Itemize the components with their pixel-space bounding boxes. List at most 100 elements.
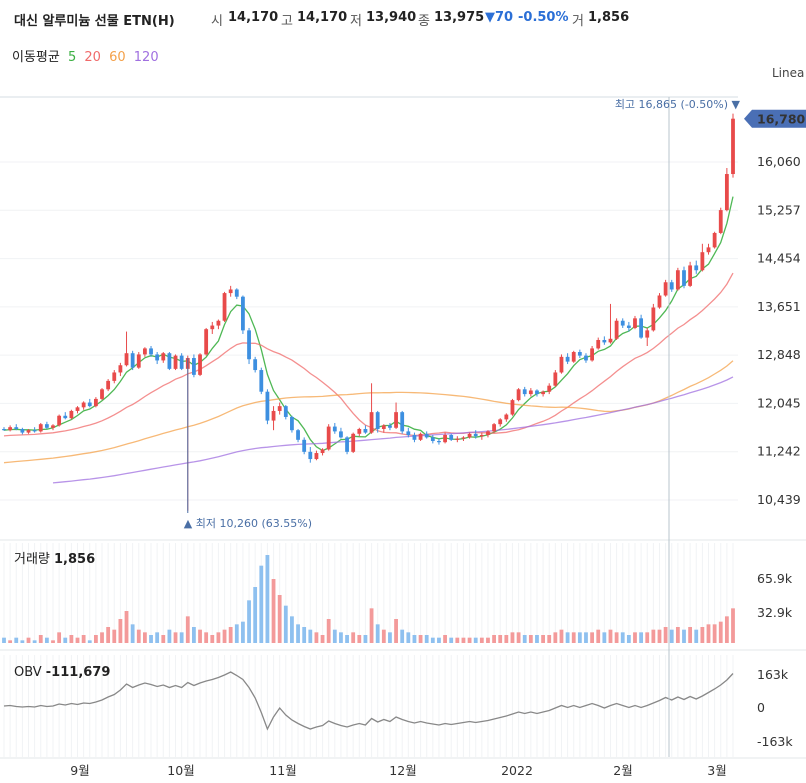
volume-bar — [510, 632, 515, 643]
candle-body — [143, 348, 147, 355]
current-price-label: 16,780 — [757, 112, 806, 127]
ma-legend-label: 이동평균 — [12, 50, 60, 65]
volume-bar — [443, 635, 447, 643]
candle-body — [608, 338, 613, 343]
volume-bar — [222, 629, 227, 643]
volume-bar — [259, 565, 264, 643]
volume-bar — [381, 629, 386, 643]
change-pct: -0.50% — [518, 10, 569, 25]
volume-bar — [253, 587, 258, 643]
candle-body — [51, 425, 55, 428]
volume-bar — [173, 632, 178, 643]
candle-body — [259, 370, 264, 392]
volume-bar — [718, 621, 723, 643]
volume-bar — [547, 635, 552, 643]
volume-bar — [479, 637, 484, 643]
volume-bar — [32, 640, 37, 643]
candle-body — [173, 355, 178, 369]
volume-bar — [118, 619, 123, 643]
volume-value: 1,856 — [588, 10, 630, 25]
volume-bar — [185, 616, 190, 643]
chart-grid — [0, 96, 806, 759]
volume-bar — [724, 616, 729, 643]
price-tick-label: 11,242 — [757, 444, 801, 459]
candle-body — [541, 391, 545, 395]
current-price-badge — [744, 109, 806, 128]
ma-line-20 — [3, 272, 734, 437]
volume-bar — [320, 635, 325, 643]
candle-body — [314, 453, 319, 460]
volume-bar — [639, 632, 644, 643]
candle-body — [651, 307, 656, 331]
open-label: 시 — [211, 14, 223, 29]
volume-bar — [614, 632, 619, 643]
candle-body — [479, 434, 484, 437]
volume-bar — [106, 627, 111, 643]
volume-bar — [112, 629, 117, 643]
volume-bar — [69, 635, 74, 643]
volume-bar — [216, 632, 221, 643]
candle-body — [234, 289, 239, 297]
volume-bar — [712, 624, 717, 643]
candle-body — [682, 270, 686, 286]
candle-body — [375, 412, 380, 429]
volume-bar — [308, 629, 313, 643]
volume-bar — [437, 637, 441, 643]
candle-body — [516, 389, 521, 401]
volume-bar — [8, 640, 13, 643]
obv-tick-label: -163k — [757, 734, 793, 749]
candle-body — [26, 430, 31, 433]
candle-body — [302, 439, 307, 452]
candle-body — [75, 407, 80, 411]
candle-body — [130, 353, 135, 368]
volume-tick-label: 65.9k — [757, 571, 793, 586]
candle-body — [32, 430, 37, 432]
volume-bar — [584, 632, 588, 643]
candle-body — [443, 434, 447, 443]
volume-bar — [657, 629, 662, 643]
candle-body — [498, 419, 503, 425]
candle-body — [363, 428, 368, 433]
volume-bar — [167, 629, 172, 643]
volume-bar — [198, 629, 202, 643]
candle-body — [620, 320, 625, 326]
candle-body — [706, 247, 711, 253]
volume-bar — [590, 632, 594, 643]
price-tick-label: 12,848 — [757, 347, 801, 362]
volume-bar — [2, 637, 6, 643]
candle-body — [565, 356, 570, 362]
volume-bar — [149, 635, 153, 643]
candle-body — [277, 406, 282, 411]
scale-type-label[interactable]: Linea — [772, 66, 805, 80]
volume-bar — [87, 640, 92, 643]
candle-body — [528, 390, 533, 395]
volume-bar — [682, 629, 686, 643]
obv-series-line — [3, 671, 734, 731]
candle-body — [149, 348, 153, 355]
time-tick-label: 10월 — [167, 763, 194, 778]
volume-bar — [314, 632, 319, 643]
candle-body — [357, 428, 362, 434]
volume-bar — [363, 635, 368, 643]
candle-body — [559, 356, 564, 373]
volume-bar — [210, 635, 215, 643]
candle-body — [265, 391, 270, 421]
volume-bar — [418, 635, 423, 643]
price-panel-bg — [0, 97, 738, 538]
volume-bar — [492, 635, 496, 643]
time-tick-label: 3월 — [707, 763, 726, 778]
candle-body — [675, 270, 680, 290]
candle-body — [136, 354, 141, 368]
candle-body — [351, 433, 356, 452]
candle-body — [645, 330, 650, 338]
candle-body — [118, 365, 123, 373]
volume-bar — [388, 632, 392, 643]
candle-body — [228, 289, 233, 294]
moving-average-legend[interactable]: 이동평균 5 20 60 120 — [12, 46, 163, 65]
low-value: 13,940 — [366, 10, 417, 25]
volume-bar — [412, 635, 417, 643]
candle-body — [535, 390, 539, 395]
volume-bar — [265, 555, 270, 643]
candle-body — [44, 424, 49, 428]
